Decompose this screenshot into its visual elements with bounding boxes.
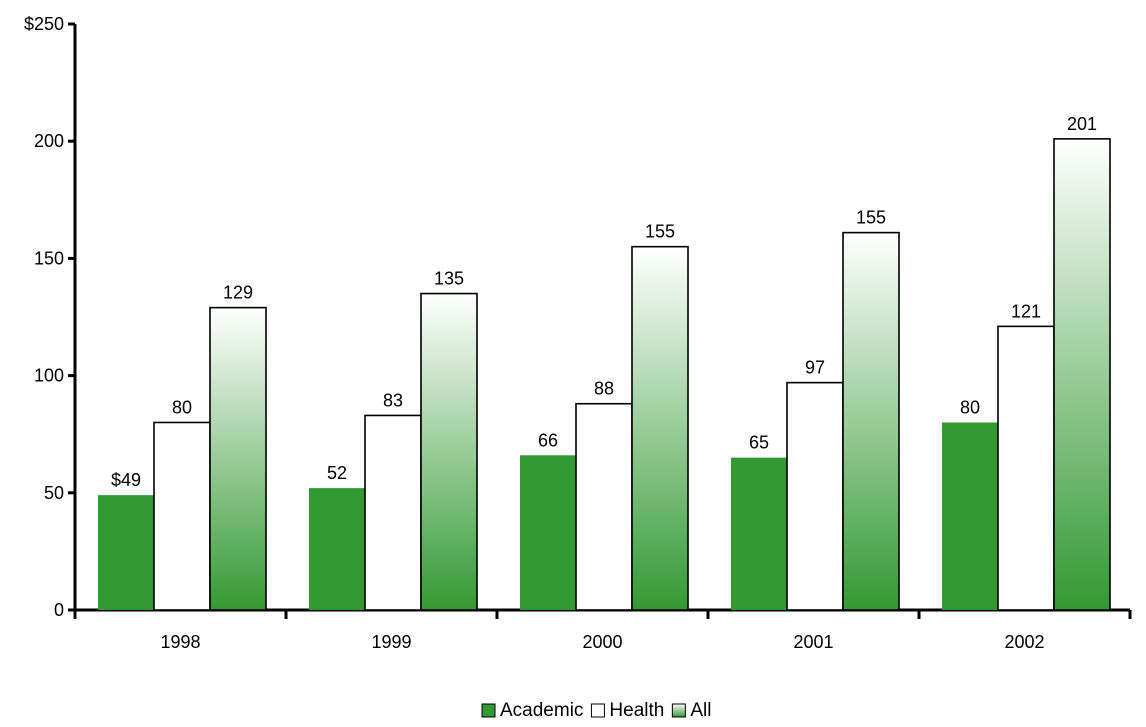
bar-academic-1998 — [98, 495, 154, 610]
x-tick-label: 1998 — [160, 632, 200, 652]
bar-health-2002 — [997, 325, 1055, 611]
y-tick-label: $250 — [24, 14, 64, 34]
data-label-health-2002: 121 — [1011, 301, 1041, 321]
legend-swatch-all — [671, 703, 686, 718]
data-label-health-1998: 80 — [172, 397, 192, 417]
y-tick-label: 0 — [54, 600, 64, 620]
data-label-health-2001: 97 — [805, 358, 825, 378]
data-label-all-2002: 201 — [1067, 114, 1097, 134]
data-label-all-1998: 129 — [223, 283, 253, 303]
data-label-all-1999: 135 — [434, 269, 464, 289]
bar-academic-2001 — [731, 457, 787, 610]
y-axis: 0 50 100 150 200 $250 — [24, 14, 77, 620]
bars — [98, 138, 1111, 611]
data-label-health-2000: 88 — [594, 379, 614, 399]
data-labels: $49 80 129 52 83 135 66 88 155 65 97 155 80 121 201 — [111, 114, 1097, 490]
legend-swatch-health — [590, 703, 605, 718]
data-label-health-1999: 83 — [383, 390, 403, 410]
x-tick-label: 2002 — [1004, 632, 1044, 652]
bar-academic-2000 — [520, 455, 576, 610]
data-label-academic-2001: 65 — [749, 433, 769, 453]
data-label-academic-1999: 52 — [327, 463, 347, 483]
data-label-all-2000: 155 — [645, 222, 675, 242]
bar-academic-2002 — [942, 422, 998, 610]
legend-label-academic: Academic — [500, 700, 583, 721]
bar-all-2001 — [842, 231, 900, 611]
x-tick-label: 2000 — [582, 632, 622, 652]
bar-all-1999 — [420, 292, 478, 611]
y-tick-label: 100 — [34, 366, 64, 386]
bar-all-2002 — [1053, 138, 1111, 611]
x-tick-label: 2001 — [793, 632, 833, 652]
legend-label-all: All — [690, 700, 711, 721]
bar-health-1998 — [153, 421, 211, 611]
bar-all-1998 — [209, 306, 267, 611]
data-label-academic-2000: 66 — [538, 430, 558, 450]
x-tick-label: 1999 — [371, 632, 411, 652]
y-tick-label: 50 — [44, 483, 64, 503]
data-label-academic-2002: 80 — [960, 397, 980, 417]
legend-label-health: Health — [609, 700, 664, 721]
bar-health-2001 — [786, 381, 844, 611]
bar-health-1999 — [364, 414, 422, 611]
y-tick-label: 150 — [34, 248, 64, 268]
bar-all-2000 — [631, 245, 689, 611]
bar-academic-1999 — [309, 488, 365, 610]
legend-swatch-academic — [481, 703, 496, 718]
y-tick-label: 200 — [34, 131, 64, 151]
data-label-all-2001: 155 — [856, 208, 886, 228]
bar-health-2000 — [575, 402, 633, 611]
legend: Academic Health All — [481, 700, 711, 721]
x-axis: 1998 1999 2000 2001 2002 — [73, 608, 1132, 652]
data-label-academic-1998: $49 — [111, 470, 141, 490]
